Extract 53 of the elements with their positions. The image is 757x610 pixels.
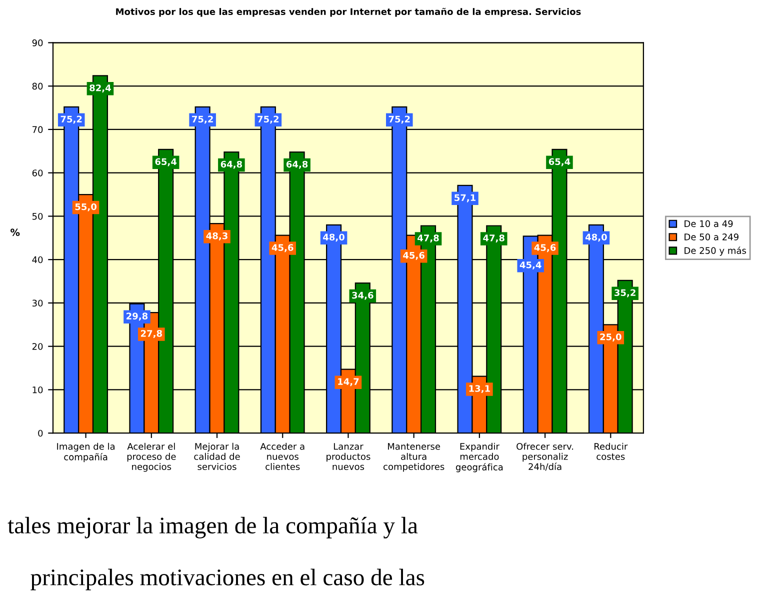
x-tick-label: Mejorar la calidad de servicios [194, 442, 240, 470]
data-label: 27,8 [140, 330, 162, 338]
text: principales motivaciones en el caso de las [30, 568, 424, 590]
data-label: 75,2 [192, 116, 213, 124]
data-label: 45,6 [272, 244, 294, 252]
data-label: 14,7 [338, 378, 359, 386]
y-tick-label: 70 [32, 126, 43, 134]
data-label: 64,8 [220, 160, 242, 169]
data-label: 75,2 [388, 116, 410, 124]
data-label: 34,6 [352, 292, 374, 300]
legend-label: De 10 a 49 [684, 220, 733, 228]
data-label: 45,6 [534, 244, 556, 252]
data-label: 75,2 [60, 116, 82, 124]
y-tick-label: 10 [32, 386, 43, 394]
data-label: 47,8 [418, 234, 439, 243]
y-tick-label: 80 [32, 82, 43, 90]
data-label: 65,4 [155, 158, 177, 166]
chart-title: Motivos por los que las empresas venden por Internet por tamaño de la empresa. Servicios [116, 8, 581, 17]
data-label: 45,4 [520, 262, 542, 270]
data-label: 47,8 [483, 234, 504, 243]
x-tick-label: Expandir mercado geográfica [456, 442, 503, 472]
y-tick-label: 40 [32, 256, 43, 264]
data-label: 57,1 [454, 194, 476, 202]
data-label: 13,1 [469, 385, 490, 394]
y-tick-label: 60 [32, 170, 43, 176]
x-tick-label: Reducir costes [594, 442, 628, 460]
data-label: 29,8 [126, 312, 148, 321]
legend-label: De 50 a 249 [684, 234, 738, 240]
y-tick-label: 0 [38, 430, 43, 437]
y-tick-label: 20 [32, 343, 43, 350]
y-tick-label: 90 [32, 39, 43, 46]
x-tick-label: Acelerar el proceso de negocios [127, 442, 176, 472]
x-tick-label: Imagen de la compañía [57, 442, 115, 462]
text: tales mejorar la imagen de la compañía y la [8, 516, 418, 538]
data-label: 65,4 [548, 158, 570, 166]
data-label: 35,2 [614, 289, 636, 298]
x-tick-label: Acceder a nuevos clientes [260, 442, 304, 470]
data-label: 48,0 [585, 234, 607, 242]
x-tick-label: Ofrecer serv. personaliz 24h/día [516, 442, 574, 471]
x-tick-label: Mantenerse altura competidores [384, 443, 444, 472]
y-tick-label: 50 [32, 212, 43, 220]
data-label: 48,0 [323, 234, 344, 242]
data-label: 48,3 [206, 232, 228, 240]
data-label: 64,8 [286, 160, 308, 169]
x-tick-label: Lanzar productos nuevos [326, 443, 370, 470]
data-label: 55,0 [75, 203, 96, 212]
legend-label: De 250 y más [684, 246, 746, 256]
data-label: 82,4 [90, 84, 111, 92]
data-label: 45,6 [403, 252, 424, 260]
y-axis-title: % [10, 228, 20, 236]
y-tick-label: 30 [32, 300, 43, 307]
data-label: 75,2 [258, 116, 279, 124]
data-label: 25,0 [600, 333, 622, 342]
